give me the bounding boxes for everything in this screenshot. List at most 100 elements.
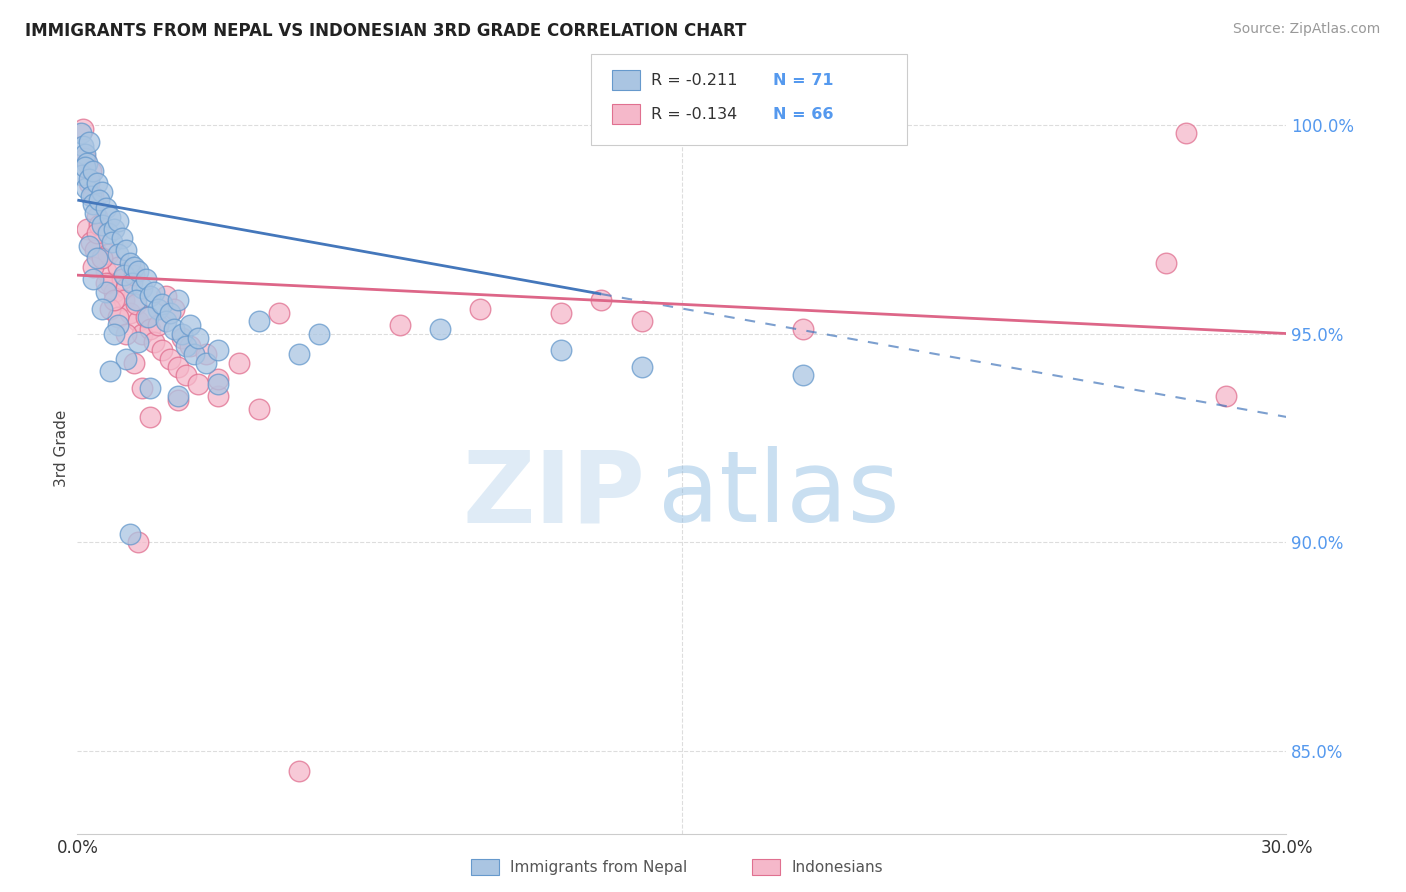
Point xyxy=(118,255,141,269)
Point xyxy=(179,318,201,333)
Point xyxy=(73,160,96,174)
Point xyxy=(792,368,814,383)
Point xyxy=(82,164,104,178)
Point xyxy=(207,343,229,358)
Point xyxy=(86,227,108,241)
Point xyxy=(75,147,97,161)
Point xyxy=(82,197,104,211)
Point xyxy=(84,243,107,257)
Point xyxy=(207,389,229,403)
Point xyxy=(288,764,311,779)
Point xyxy=(107,318,129,333)
Text: N = 71: N = 71 xyxy=(773,73,834,87)
Point xyxy=(72,139,94,153)
Point xyxy=(630,359,652,374)
Point xyxy=(125,297,148,311)
Point xyxy=(167,359,190,374)
Point xyxy=(142,334,165,349)
Point xyxy=(114,280,136,294)
Point xyxy=(142,285,165,299)
Point xyxy=(131,381,153,395)
Point xyxy=(82,189,104,203)
Text: Source: ZipAtlas.com: Source: ZipAtlas.com xyxy=(1233,22,1381,37)
Point xyxy=(94,202,117,216)
Point xyxy=(86,252,108,266)
Point xyxy=(90,301,112,316)
Point xyxy=(127,264,149,278)
Point xyxy=(163,322,186,336)
Point xyxy=(1215,389,1237,403)
Point xyxy=(247,314,270,328)
Point xyxy=(90,252,112,266)
Point xyxy=(136,310,159,324)
Point xyxy=(127,314,149,328)
Point xyxy=(90,218,112,232)
Point xyxy=(146,318,169,333)
Point xyxy=(90,252,112,266)
Point xyxy=(80,189,103,203)
Point xyxy=(159,306,181,320)
Point xyxy=(167,293,190,308)
Point xyxy=(118,526,141,541)
Point xyxy=(167,393,190,408)
Point xyxy=(94,277,117,291)
Point xyxy=(75,152,97,166)
Point xyxy=(76,155,98,169)
Point xyxy=(187,376,209,391)
Point xyxy=(90,185,112,199)
Point xyxy=(111,272,134,286)
Text: atlas: atlas xyxy=(658,446,900,543)
Point xyxy=(107,260,129,274)
Point xyxy=(174,368,197,383)
Point xyxy=(155,289,177,303)
Point xyxy=(114,243,136,257)
Point xyxy=(122,260,145,274)
Point xyxy=(112,293,135,308)
Point xyxy=(127,334,149,349)
Point xyxy=(183,347,205,361)
Point xyxy=(122,356,145,370)
Point xyxy=(82,260,104,274)
Point xyxy=(112,268,135,282)
Point xyxy=(470,301,492,316)
Point xyxy=(174,339,197,353)
Point xyxy=(98,277,121,291)
Point xyxy=(114,351,136,366)
Point xyxy=(163,301,186,316)
Point xyxy=(75,180,97,194)
Point xyxy=(103,222,125,236)
Point xyxy=(107,247,129,261)
Point xyxy=(79,172,101,186)
Point xyxy=(84,205,107,219)
Point xyxy=(1154,255,1177,269)
Point xyxy=(96,247,118,261)
Point xyxy=(159,351,181,366)
Point xyxy=(80,164,103,178)
Point xyxy=(267,306,290,320)
Point xyxy=(131,280,153,294)
Point xyxy=(79,177,101,191)
Point xyxy=(388,318,411,333)
Point xyxy=(195,356,218,370)
Point xyxy=(94,285,117,299)
Point xyxy=(228,356,250,370)
Point xyxy=(89,218,111,232)
Point xyxy=(792,322,814,336)
Point xyxy=(135,272,157,286)
Point xyxy=(1174,126,1197,140)
Point xyxy=(103,285,125,299)
Point xyxy=(139,289,162,303)
Point xyxy=(139,381,162,395)
Point xyxy=(72,122,94,136)
Point xyxy=(98,364,121,378)
Point xyxy=(135,310,157,324)
Point xyxy=(94,264,117,278)
Point xyxy=(155,314,177,328)
Text: R = -0.211: R = -0.211 xyxy=(651,73,738,87)
Point xyxy=(70,126,93,140)
Point xyxy=(86,177,108,191)
Point xyxy=(107,310,129,324)
Point xyxy=(89,193,111,207)
Text: R = -0.134: R = -0.134 xyxy=(651,107,737,121)
Point xyxy=(195,347,218,361)
